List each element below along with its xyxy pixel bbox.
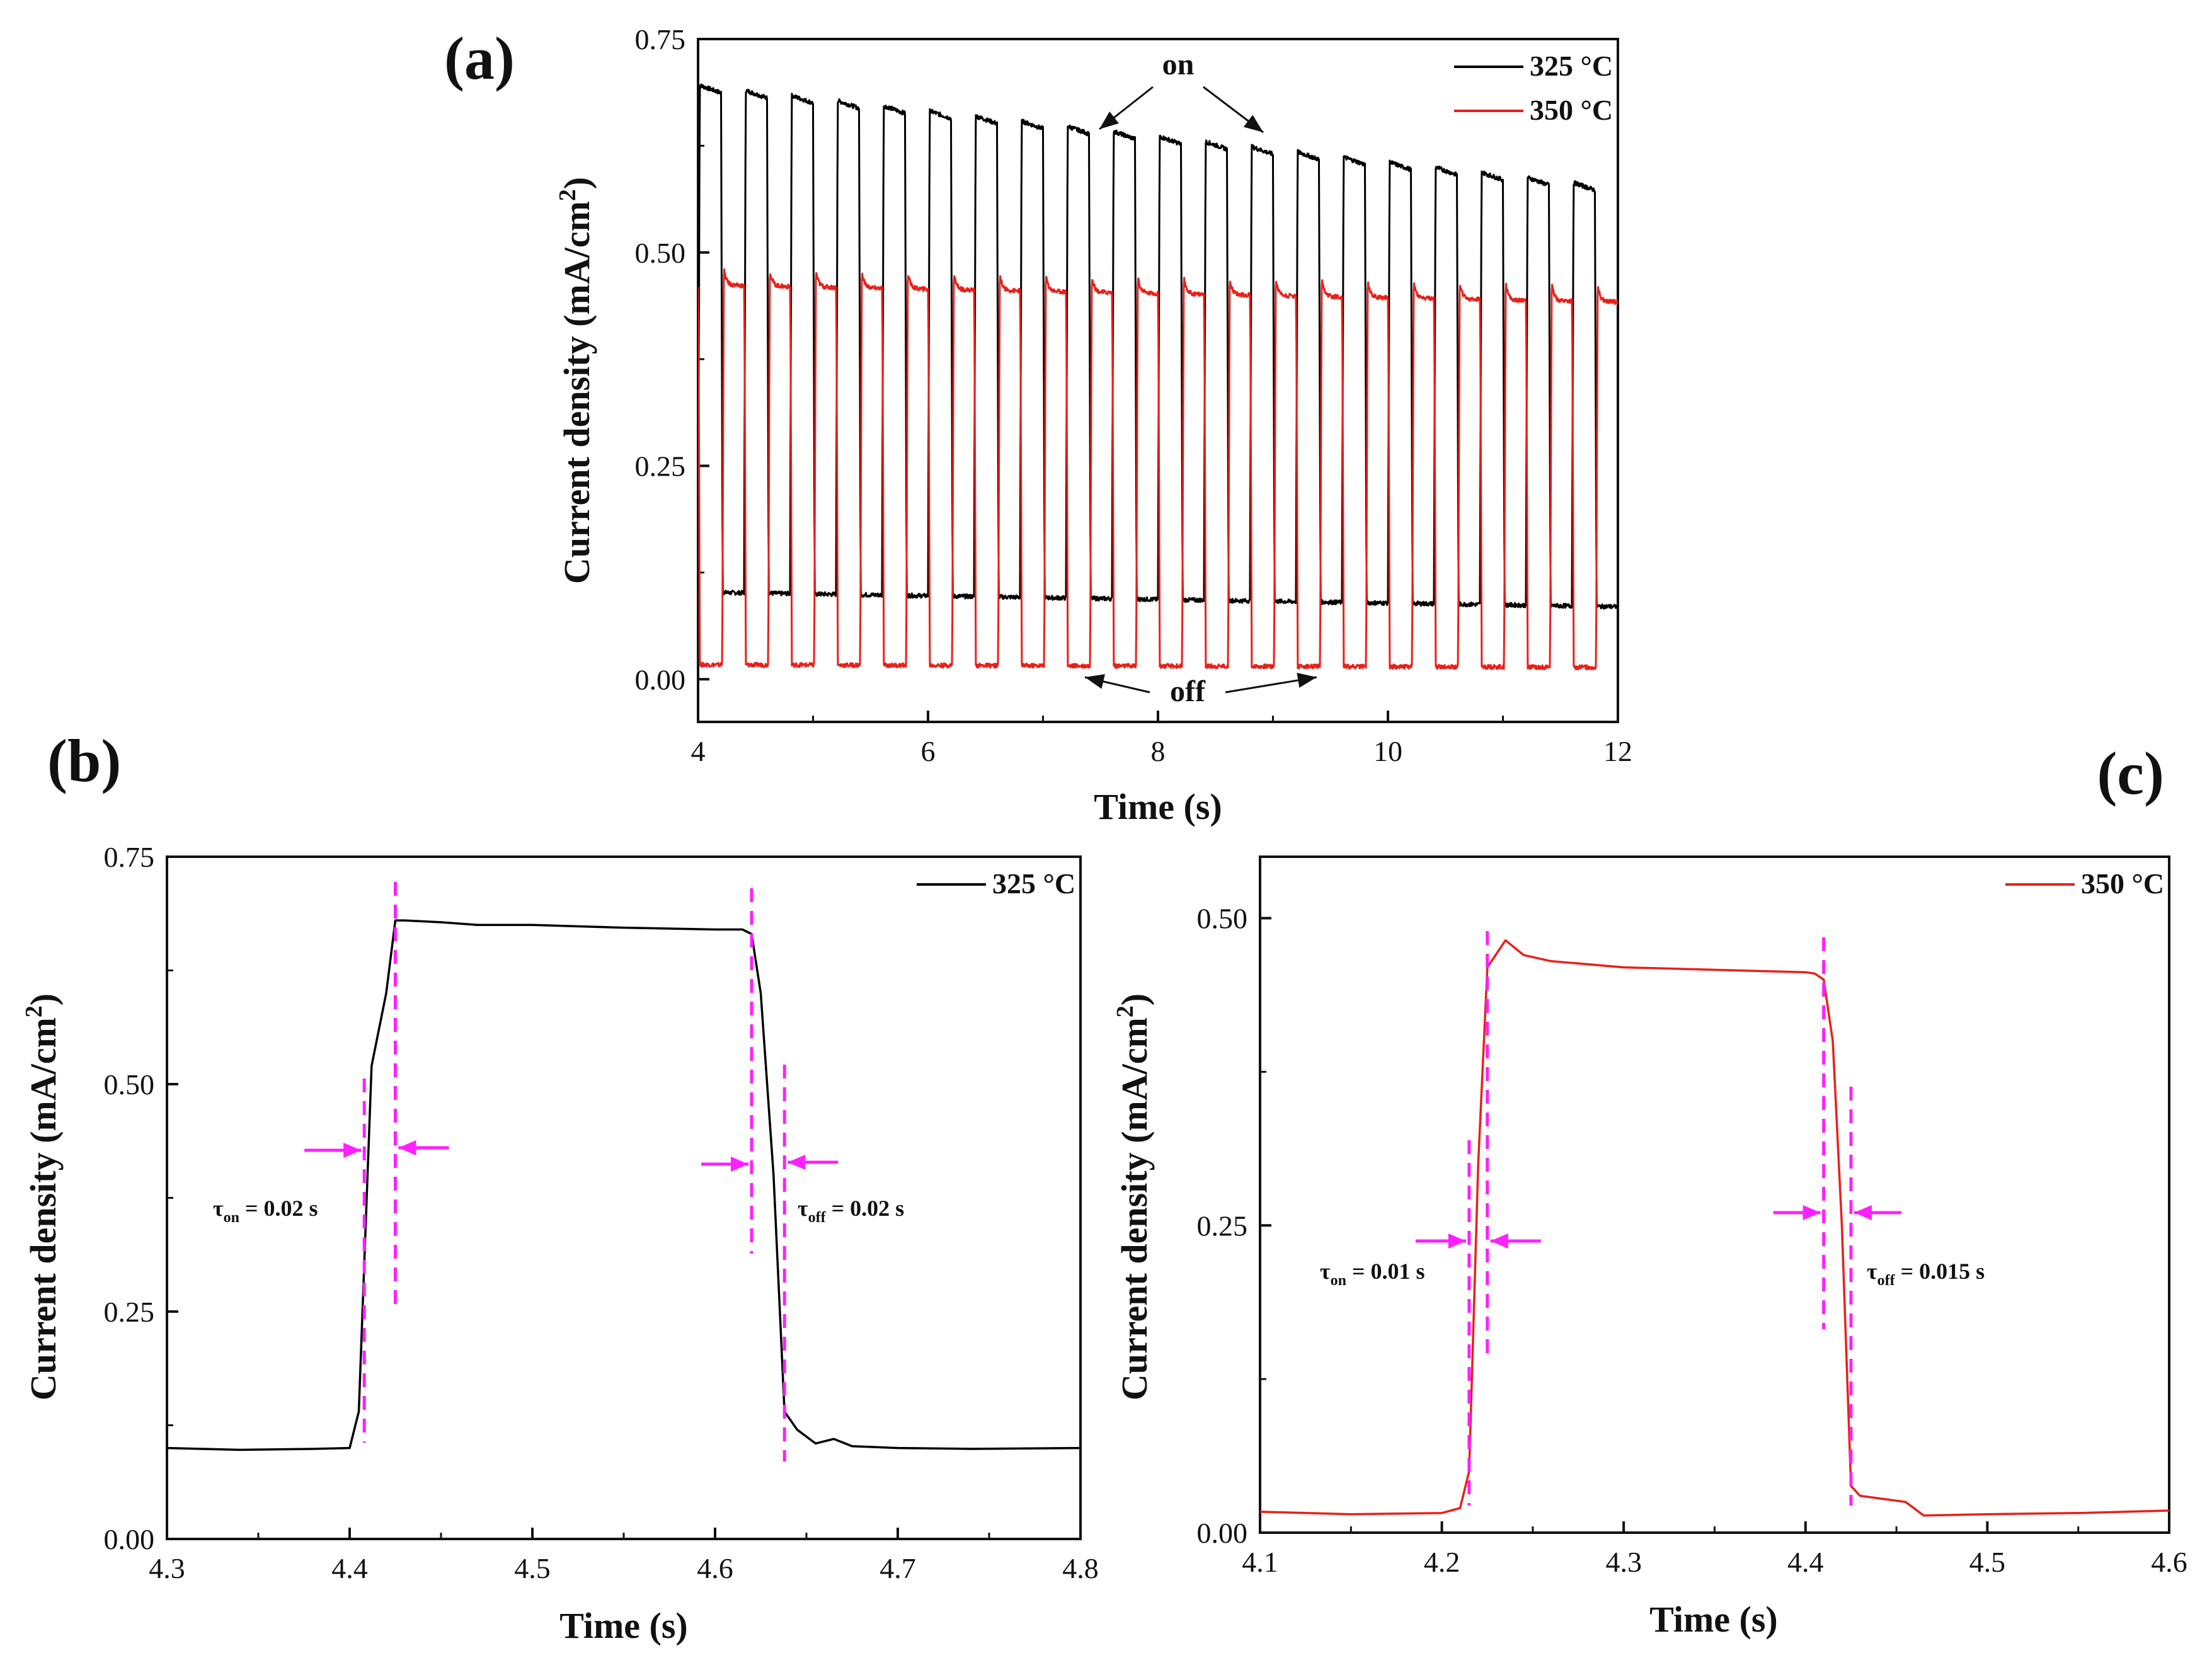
tau-value: = 0.02 s [239,1196,318,1221]
x-tick-label: 4.3 [149,1552,185,1584]
y-tick-label: 0.00 [635,663,686,695]
plot-frame [1259,855,2170,1534]
x-tick-label: 4.6 [697,1552,733,1584]
x-tick-label: 4.2 [1424,1546,1460,1578]
y-axis-label-sup: 2 [1112,1005,1138,1017]
tau-value: = 0.02 s [826,1196,905,1221]
x-axis-label: Time (s) [1094,786,1222,827]
x-tick-label: 4 [691,735,706,767]
y-tick-label: 0.00 [104,1523,155,1555]
series-line-1 [698,268,1618,670]
tau-symbol: τ [1320,1259,1331,1284]
x-tick-label: 4.4 [331,1552,368,1584]
y-axis-label-end: ) [556,177,597,189]
tau-subscript: on [224,1210,239,1226]
tau-arrow-head [1448,1233,1466,1249]
y-tick-label: 0.75 [104,841,155,873]
tau-value: = 0.015 s [1895,1259,1985,1284]
y-tick-label: 0.50 [1197,903,1248,935]
tau-arrow-head [1802,1205,1821,1220]
data-layer [1260,939,2169,1517]
panel-c: (c) 4.1 4.2 4.3 4.4 4.5 4.6 0.00 0.25 0.50 Time (s… [1112,740,2187,1640]
y-tick-label: 0.75 [635,23,686,55]
tau-on-label: τon = 0.02 s [213,1196,318,1226]
panel-b: (b) 4.3 4.4 4.5 4.6 4.7 4.8 0.00 0.25 0.50 0.75 Tim… [21,727,1099,1646]
annotation-arrow-head [1085,674,1105,689]
annotation-arrow-head [1099,112,1119,129]
tau-arrow-head [343,1143,362,1158]
data-layer [698,83,1618,670]
tau-subscript: on [1331,1273,1346,1289]
x-tick-label: 4.5 [1969,1546,2006,1578]
tau-arrow-head [731,1157,748,1172]
y-axis-label: Current density (mA/cm2) [21,993,64,1400]
y-tick-label: 0.25 [104,1296,155,1328]
panel-label: (c) [2097,740,2164,807]
x-tick-label: 10 [1373,735,1402,767]
tau-arrow-head [1854,1205,1872,1220]
y-tick-label: 0.50 [635,237,686,269]
annotation-arrow-head [1243,115,1263,132]
tau-subscript: off [1877,1273,1896,1289]
panel-label: (b) [47,727,121,794]
y-axis-label-main: Current density (mA/cm [23,1017,64,1400]
x-tick-label: 4.3 [1605,1546,1642,1578]
panel-label: (a) [444,25,515,92]
tau-arrow-head [398,1140,416,1155]
y-axis-label: Current density (mA/cm2) [554,177,597,584]
x-tick-label: 8 [1151,735,1166,767]
tau-symbol: τ [213,1196,224,1221]
tau-subscript: off [808,1210,827,1226]
x-tick-label: 4.1 [1242,1546,1278,1578]
y-axis-label-main: Current density (mA/cm [1114,1017,1155,1400]
x-tick-label: 4.6 [2151,1546,2187,1578]
legend-label: 325 °C [1530,50,1613,82]
tau-on-label: τon = 0.01 s [1320,1259,1424,1289]
tau-symbol: τ [1867,1259,1877,1284]
y-axis-label-end: ) [23,993,64,1005]
x-tick-label: 6 [921,735,936,767]
series-line-0 [698,83,1618,610]
x-tick-label: 4.8 [1062,1552,1099,1584]
series-line-0 [167,919,1080,1451]
legend-label: 350 °C [1530,94,1613,126]
y-axis-label: Current density (mA/cm2) [1112,993,1155,1400]
y-axis-label-sup: 2 [554,189,581,201]
y-axis-label-end: ) [1114,993,1155,1005]
x-tick-label: 4.5 [514,1552,551,1584]
x-axis-label: Time (s) [1649,1599,1778,1640]
tau-off-label: τoff = 0.02 s [798,1196,904,1226]
data-layer [167,919,1080,1451]
x-tick-label: 4.4 [1787,1546,1824,1578]
y-axis-label-main: Current density (mA/cm [556,201,597,584]
annotation-off: off [1170,675,1206,708]
y-tick-label: 0.25 [635,450,686,483]
y-tick-label: 0.50 [104,1068,155,1101]
x-axis-label: Time (s) [559,1605,688,1646]
tau-off-label: τoff = 0.015 s [1867,1259,1985,1289]
y-tick-label: 0.25 [1197,1210,1248,1242]
series-line-0 [1260,939,2169,1517]
tau-arrow-head [1490,1233,1508,1249]
tau-value: = 0.01 s [1346,1259,1425,1284]
x-tick-label: 12 [1603,735,1632,767]
tau-symbol: τ [798,1196,808,1221]
x-tick-label: 4.7 [880,1552,916,1584]
annotation-arrow-head [1297,673,1317,688]
annotation-on: on [1162,48,1195,81]
y-axis-label-sup: 2 [21,1005,47,1017]
tau-arrow-head [788,1155,806,1170]
legend-label: 350 °C [2081,867,2164,900]
y-tick-label: 0.00 [1197,1517,1248,1549]
legend-label: 325 °C [992,867,1075,900]
panel-a: (a) 4 6 8 10 12 0.00 0.25 0.50 0.75 Time (s) Curren… [444,23,1632,827]
